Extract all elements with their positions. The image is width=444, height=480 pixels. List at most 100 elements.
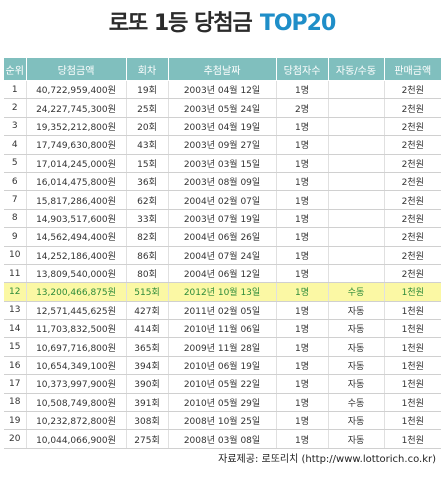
cell-draw-date: 2003년 04월 12일 bbox=[168, 80, 277, 100]
table-row: 3 19,352,212,800원 20회 2003년 04월 19일 1명 2천원 bbox=[4, 117, 441, 137]
cell-round: 394회 bbox=[126, 356, 169, 376]
cell-amount: 10,654,349,100원 bbox=[26, 356, 127, 376]
table-row: 2 24,227,745,300원 25회 2003년 05월 24일 2명 2천원 bbox=[4, 98, 441, 118]
cell-winners: 1명 bbox=[276, 227, 329, 247]
cell-rank: 4 bbox=[4, 135, 27, 155]
cell-sale-price: 1천원 bbox=[384, 429, 441, 449]
cell-draw-date: 2003년 07월 19일 bbox=[168, 209, 277, 229]
cell-draw-date: 2008년 03월 08일 bbox=[168, 429, 277, 449]
cell-round: 515회 bbox=[126, 282, 169, 302]
cell-draw-date: 2010년 06월 19일 bbox=[168, 356, 277, 376]
title-main: 로또 1등 당첨금 bbox=[108, 11, 253, 36]
cell-sale-price: 2천원 bbox=[384, 98, 441, 118]
cell-winners: 1명 bbox=[276, 117, 329, 137]
table-row: 4 17,749,630,800원 43회 2003년 09월 27일 1명 2천원 bbox=[4, 135, 441, 155]
cell-auto-manual bbox=[328, 80, 385, 100]
table-row: 9 14,562,494,400원 82회 2004년 06월 26일 1명 2천원 bbox=[4, 227, 441, 247]
cell-sale-price: 2천원 bbox=[384, 264, 441, 284]
cell-winners: 1명 bbox=[276, 337, 329, 357]
cell-amount: 10,044,066,900원 bbox=[26, 429, 127, 449]
cell-rank: 3 bbox=[4, 117, 27, 137]
cell-amount: 16,014,475,800원 bbox=[26, 172, 127, 192]
table-row: 7 15,817,286,400원 62회 2004년 02월 07일 1명 2천원 bbox=[4, 190, 441, 210]
table-row: 17 10,373,997,900원 390회 2010년 05월 22일 1명 자동 1천… bbox=[4, 374, 441, 394]
cell-amount: 14,562,494,400원 bbox=[26, 227, 127, 247]
cell-rank: 11 bbox=[4, 264, 27, 284]
cell-rank: 1 bbox=[4, 80, 27, 100]
cell-round: 19회 bbox=[126, 80, 169, 100]
cell-sale-price: 2천원 bbox=[384, 190, 441, 210]
cell-rank: 15 bbox=[4, 337, 27, 357]
cell-round: 62회 bbox=[126, 190, 169, 210]
cell-amount: 11,703,832,500원 bbox=[26, 319, 127, 339]
cell-auto-manual bbox=[328, 98, 385, 118]
cell-amount: 24,227,745,300원 bbox=[26, 98, 127, 118]
table-header-row: 순위 당첨금액 회차 추첨날짜 당첨자수 자동/수동 판매금액 bbox=[4, 58, 441, 81]
cell-amount: 13,809,540,000원 bbox=[26, 264, 127, 284]
cell-rank: 17 bbox=[4, 374, 27, 394]
cell-auto-manual: 자동 bbox=[328, 411, 385, 431]
cell-round: 427회 bbox=[126, 301, 169, 321]
cell-auto-manual bbox=[328, 246, 385, 265]
header-amount: 당첨금액 bbox=[26, 58, 127, 81]
table-row: 10 14,252,186,400원 86회 2004년 07월 24일 1명 2천원 bbox=[4, 246, 441, 265]
header-winners: 당첨자수 bbox=[276, 58, 329, 81]
header-rank: 순위 bbox=[4, 58, 27, 81]
cell-round: 20회 bbox=[126, 117, 169, 137]
cell-rank: 16 bbox=[4, 356, 27, 376]
cell-sale-price: 2천원 bbox=[384, 227, 441, 247]
cell-amount: 13,200,466,875원 bbox=[26, 282, 127, 302]
cell-draw-date: 2003년 08월 09일 bbox=[168, 172, 277, 192]
cell-winners: 1명 bbox=[276, 356, 329, 376]
cell-draw-date: 2008년 10월 25일 bbox=[168, 411, 277, 431]
cell-round: 36회 bbox=[126, 172, 169, 192]
cell-winners: 1명 bbox=[276, 264, 329, 284]
cell-draw-date: 2010년 05월 22일 bbox=[168, 374, 277, 394]
cell-rank: 5 bbox=[4, 154, 27, 173]
cell-round: 15회 bbox=[126, 154, 169, 173]
cell-auto-manual: 자동 bbox=[328, 356, 385, 376]
cell-sale-price: 2천원 bbox=[384, 117, 441, 137]
cell-draw-date: 2010년 05월 29일 bbox=[168, 393, 277, 413]
cell-auto-manual: 자동 bbox=[328, 301, 385, 321]
cell-draw-date: 2011년 02월 05일 bbox=[168, 301, 277, 321]
page-title: 로또 1등 당첨금 TOP20 bbox=[0, 4, 444, 44]
cell-auto-manual bbox=[328, 209, 385, 229]
cell-amount: 19,352,212,800원 bbox=[26, 117, 127, 137]
cell-rank: 2 bbox=[4, 98, 27, 118]
cell-amount: 14,903,517,600원 bbox=[26, 209, 127, 229]
cell-auto-manual bbox=[328, 117, 385, 137]
cell-rank: 18 bbox=[4, 393, 27, 413]
cell-amount: 10,373,997,900원 bbox=[26, 374, 127, 394]
cell-winners: 1명 bbox=[276, 154, 329, 173]
cell-winners: 1명 bbox=[276, 374, 329, 394]
cell-sale-price: 2천원 bbox=[384, 135, 441, 155]
cell-draw-date: 2004년 06월 12일 bbox=[168, 264, 277, 284]
cell-round: 275회 bbox=[126, 429, 169, 449]
cell-draw-date: 2004년 02월 07일 bbox=[168, 190, 277, 210]
cell-draw-date: 2003년 03월 15일 bbox=[168, 154, 277, 173]
header-auto-manual: 자동/수동 bbox=[328, 58, 385, 81]
cell-winners: 1명 bbox=[276, 411, 329, 431]
cell-sale-price: 2천원 bbox=[384, 246, 441, 265]
table-row: 1 40,722,959,400원 19회 2003년 04월 12일 1명 2천원 bbox=[4, 80, 441, 100]
cell-round: 82회 bbox=[126, 227, 169, 247]
cell-winners: 1명 bbox=[276, 429, 329, 449]
cell-round: 414회 bbox=[126, 319, 169, 339]
table-row: 18 10,508,749,800원 391회 2010년 05월 29일 1명 수동 1천… bbox=[4, 393, 441, 413]
table-row: 13 12,571,445,625원 427회 2011년 02월 05일 1명 자동 1천… bbox=[4, 301, 441, 321]
cell-amount: 17,014,245,000원 bbox=[26, 154, 127, 173]
table-row: 16 10,654,349,100원 394회 2010년 06월 19일 1명 자동 1천… bbox=[4, 356, 441, 376]
cell-winners: 1명 bbox=[276, 172, 329, 192]
cell-auto-manual: 수동 bbox=[328, 393, 385, 413]
cell-winners: 1명 bbox=[276, 282, 329, 302]
cell-amount: 12,571,445,625원 bbox=[26, 301, 127, 321]
table-body: 1 40,722,959,400원 19회 2003년 04월 12일 1명 2천원 2 24… bbox=[4, 80, 441, 449]
cell-sale-price: 1천원 bbox=[384, 393, 441, 413]
cell-auto-manual bbox=[328, 172, 385, 192]
header-round: 회차 bbox=[126, 58, 169, 81]
cell-draw-date: 2004년 07월 24일 bbox=[168, 246, 277, 265]
cell-draw-date: 2003년 04월 19일 bbox=[168, 117, 277, 137]
cell-draw-date: 2003년 05월 24일 bbox=[168, 98, 277, 118]
header-sale-price: 판매금액 bbox=[384, 58, 441, 81]
